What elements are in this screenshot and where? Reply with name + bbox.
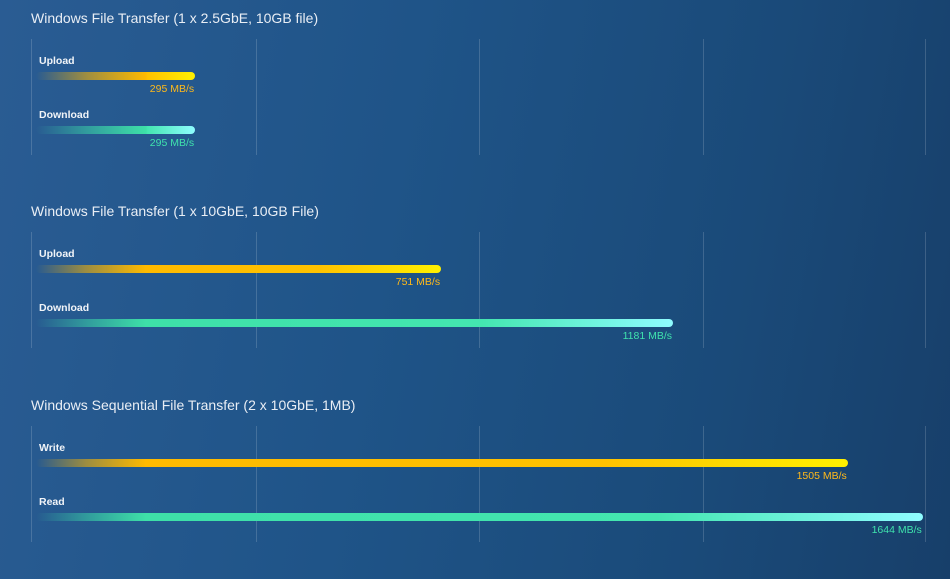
category-label: Upload <box>39 248 75 260</box>
gridline <box>703 39 704 155</box>
category-label: Download <box>39 302 90 314</box>
value-label: 751 MB/s <box>395 276 441 288</box>
gridline <box>703 426 704 542</box>
gridline <box>925 426 926 542</box>
gridline <box>31 39 32 155</box>
plot-area: Upload 751 MB/s Download 1181 MB/s <box>0 232 950 348</box>
gridline <box>31 232 32 348</box>
value-label: 1644 MB/s <box>871 524 922 536</box>
bar-download <box>36 319 674 327</box>
gridline <box>256 232 257 348</box>
gridline <box>925 232 926 348</box>
value-label: 295 MB/s <box>149 83 195 95</box>
gridline <box>479 232 480 348</box>
chart-title: Windows Sequential File Transfer (2 x 10… <box>31 397 356 413</box>
chart-title: Windows File Transfer (1 x 2.5GbE, 10GB … <box>31 10 319 26</box>
bar-read <box>36 513 923 521</box>
category-label: Upload <box>39 55 75 67</box>
gridline <box>925 39 926 155</box>
bar-write <box>36 459 848 467</box>
value-label: 1181 MB/s <box>622 330 673 342</box>
chart-title: Windows File Transfer (1 x 10GbE, 10GB F… <box>31 203 319 219</box>
gridline <box>256 426 257 542</box>
bar-upload <box>36 72 196 80</box>
plot-area: Write 1505 MB/s Read 1644 MB/s <box>0 426 950 542</box>
category-label: Write <box>39 442 66 454</box>
gridline <box>31 426 32 542</box>
bar-download <box>36 126 196 134</box>
category-label: Read <box>39 496 65 508</box>
gridline <box>479 39 480 155</box>
value-label: 295 MB/s <box>149 137 195 149</box>
gridline <box>479 426 480 542</box>
bar-upload <box>36 265 442 273</box>
plot-area: Upload 295 MB/s Download 295 MB/s <box>0 39 950 155</box>
category-label: Download <box>39 109 90 121</box>
gridline <box>256 39 257 155</box>
gridline <box>703 232 704 348</box>
value-label: 1505 MB/s <box>796 470 847 482</box>
